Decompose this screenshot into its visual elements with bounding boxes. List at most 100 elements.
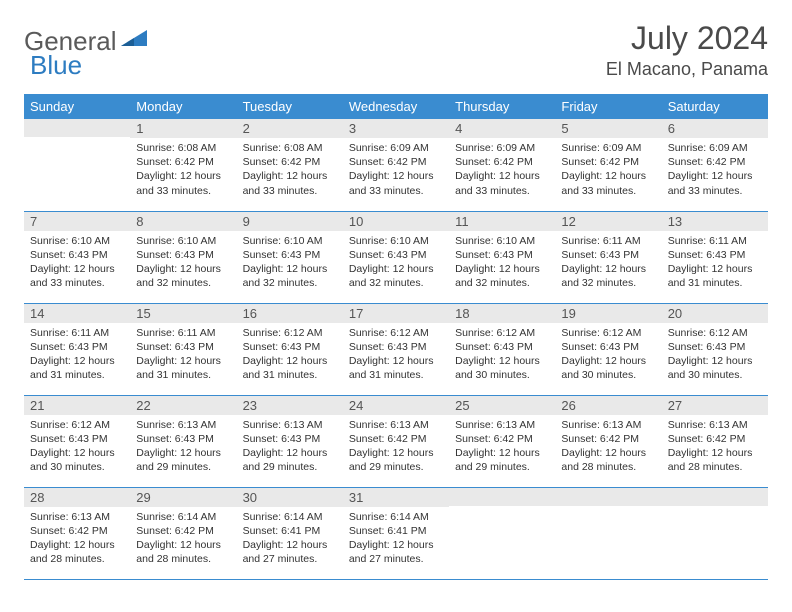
calendar-day-cell: 30Sunrise: 6:14 AMSunset: 6:41 PMDayligh… [237, 487, 343, 579]
day-number [555, 488, 661, 506]
calendar-day-cell: 31Sunrise: 6:14 AMSunset: 6:41 PMDayligh… [343, 487, 449, 579]
day-number: 2 [237, 119, 343, 138]
col-saturday: Saturday [662, 94, 768, 119]
page-header: General July 2024 El Macano, Panama [24, 20, 768, 80]
calendar-day-cell: 7Sunrise: 6:10 AMSunset: 6:43 PMDaylight… [24, 211, 130, 303]
calendar-week-row: 1Sunrise: 6:08 AMSunset: 6:42 PMDaylight… [24, 119, 768, 211]
col-monday: Monday [130, 94, 236, 119]
day-body: Sunrise: 6:12 AMSunset: 6:43 PMDaylight:… [662, 323, 768, 387]
calendar-day-cell [662, 487, 768, 579]
logo-word-2: Blue [30, 50, 82, 81]
calendar-body: 1Sunrise: 6:08 AMSunset: 6:42 PMDaylight… [24, 119, 768, 579]
day-number: 1 [130, 119, 236, 138]
day-body: Sunrise: 6:10 AMSunset: 6:43 PMDaylight:… [24, 231, 130, 295]
day-body: Sunrise: 6:13 AMSunset: 6:42 PMDaylight:… [555, 415, 661, 479]
day-body [24, 137, 130, 197]
day-number: 4 [449, 119, 555, 138]
calendar-day-cell: 26Sunrise: 6:13 AMSunset: 6:42 PMDayligh… [555, 395, 661, 487]
day-number: 22 [130, 396, 236, 415]
calendar-table: Sunday Monday Tuesday Wednesday Thursday… [24, 94, 768, 580]
page-title: July 2024 [606, 20, 768, 57]
day-body: Sunrise: 6:14 AMSunset: 6:41 PMDaylight:… [343, 507, 449, 571]
day-number [449, 488, 555, 506]
calendar-day-cell [449, 487, 555, 579]
calendar-day-cell: 12Sunrise: 6:11 AMSunset: 6:43 PMDayligh… [555, 211, 661, 303]
calendar-day-cell: 20Sunrise: 6:12 AMSunset: 6:43 PMDayligh… [662, 303, 768, 395]
day-body: Sunrise: 6:11 AMSunset: 6:43 PMDaylight:… [555, 231, 661, 295]
calendar-day-cell: 4Sunrise: 6:09 AMSunset: 6:42 PMDaylight… [449, 119, 555, 211]
day-body: Sunrise: 6:09 AMSunset: 6:42 PMDaylight:… [449, 138, 555, 202]
calendar-day-cell: 18Sunrise: 6:12 AMSunset: 6:43 PMDayligh… [449, 303, 555, 395]
calendar-day-cell: 19Sunrise: 6:12 AMSunset: 6:43 PMDayligh… [555, 303, 661, 395]
calendar-day-cell: 17Sunrise: 6:12 AMSunset: 6:43 PMDayligh… [343, 303, 449, 395]
calendar-day-cell: 29Sunrise: 6:14 AMSunset: 6:42 PMDayligh… [130, 487, 236, 579]
day-body: Sunrise: 6:13 AMSunset: 6:42 PMDaylight:… [24, 507, 130, 571]
calendar-day-cell: 9Sunrise: 6:10 AMSunset: 6:43 PMDaylight… [237, 211, 343, 303]
day-number: 10 [343, 212, 449, 231]
day-number [24, 119, 130, 137]
day-number: 19 [555, 304, 661, 323]
day-number: 7 [24, 212, 130, 231]
calendar-day-cell [555, 487, 661, 579]
day-number: 28 [24, 488, 130, 507]
day-body: Sunrise: 6:11 AMSunset: 6:43 PMDaylight:… [662, 231, 768, 295]
calendar-day-cell: 25Sunrise: 6:13 AMSunset: 6:42 PMDayligh… [449, 395, 555, 487]
day-number: 23 [237, 396, 343, 415]
day-number: 27 [662, 396, 768, 415]
calendar-day-cell: 21Sunrise: 6:12 AMSunset: 6:43 PMDayligh… [24, 395, 130, 487]
day-number: 5 [555, 119, 661, 138]
day-number: 8 [130, 212, 236, 231]
day-number: 18 [449, 304, 555, 323]
calendar-day-cell: 5Sunrise: 6:09 AMSunset: 6:42 PMDaylight… [555, 119, 661, 211]
calendar-week-row: 14Sunrise: 6:11 AMSunset: 6:43 PMDayligh… [24, 303, 768, 395]
calendar-day-cell [24, 119, 130, 211]
col-sunday: Sunday [24, 94, 130, 119]
day-number: 25 [449, 396, 555, 415]
day-number: 15 [130, 304, 236, 323]
day-body: Sunrise: 6:12 AMSunset: 6:43 PMDaylight:… [237, 323, 343, 387]
day-body: Sunrise: 6:14 AMSunset: 6:42 PMDaylight:… [130, 507, 236, 571]
col-friday: Friday [555, 94, 661, 119]
day-body [662, 506, 768, 566]
calendar-day-cell: 1Sunrise: 6:08 AMSunset: 6:42 PMDaylight… [130, 119, 236, 211]
day-number: 16 [237, 304, 343, 323]
day-body: Sunrise: 6:10 AMSunset: 6:43 PMDaylight:… [449, 231, 555, 295]
day-body: Sunrise: 6:12 AMSunset: 6:43 PMDaylight:… [449, 323, 555, 387]
calendar-day-cell: 6Sunrise: 6:09 AMSunset: 6:42 PMDaylight… [662, 119, 768, 211]
calendar-day-cell: 23Sunrise: 6:13 AMSunset: 6:43 PMDayligh… [237, 395, 343, 487]
calendar-header-row: Sunday Monday Tuesday Wednesday Thursday… [24, 94, 768, 119]
day-body: Sunrise: 6:12 AMSunset: 6:43 PMDaylight:… [555, 323, 661, 387]
day-number: 11 [449, 212, 555, 231]
title-block: July 2024 El Macano, Panama [606, 20, 768, 80]
col-wednesday: Wednesday [343, 94, 449, 119]
day-number: 21 [24, 396, 130, 415]
calendar-day-cell: 13Sunrise: 6:11 AMSunset: 6:43 PMDayligh… [662, 211, 768, 303]
day-number: 26 [555, 396, 661, 415]
calendar-day-cell: 10Sunrise: 6:10 AMSunset: 6:43 PMDayligh… [343, 211, 449, 303]
day-body: Sunrise: 6:13 AMSunset: 6:42 PMDaylight:… [343, 415, 449, 479]
day-body: Sunrise: 6:11 AMSunset: 6:43 PMDaylight:… [24, 323, 130, 387]
day-body: Sunrise: 6:14 AMSunset: 6:41 PMDaylight:… [237, 507, 343, 571]
day-body: Sunrise: 6:10 AMSunset: 6:43 PMDaylight:… [237, 231, 343, 295]
day-number: 29 [130, 488, 236, 507]
calendar-day-cell: 27Sunrise: 6:13 AMSunset: 6:42 PMDayligh… [662, 395, 768, 487]
day-body: Sunrise: 6:13 AMSunset: 6:42 PMDaylight:… [662, 415, 768, 479]
calendar-day-cell: 16Sunrise: 6:12 AMSunset: 6:43 PMDayligh… [237, 303, 343, 395]
day-number: 14 [24, 304, 130, 323]
day-number: 20 [662, 304, 768, 323]
col-thursday: Thursday [449, 94, 555, 119]
day-number [662, 488, 768, 506]
day-body [449, 506, 555, 566]
day-number: 13 [662, 212, 768, 231]
day-body: Sunrise: 6:08 AMSunset: 6:42 PMDaylight:… [130, 138, 236, 202]
calendar-week-row: 21Sunrise: 6:12 AMSunset: 6:43 PMDayligh… [24, 395, 768, 487]
day-number: 6 [662, 119, 768, 138]
calendar-week-row: 7Sunrise: 6:10 AMSunset: 6:43 PMDaylight… [24, 211, 768, 303]
day-body: Sunrise: 6:10 AMSunset: 6:43 PMDaylight:… [343, 231, 449, 295]
logo-triangle-icon [121, 26, 147, 57]
calendar-day-cell: 24Sunrise: 6:13 AMSunset: 6:42 PMDayligh… [343, 395, 449, 487]
day-number: 9 [237, 212, 343, 231]
day-number: 12 [555, 212, 661, 231]
day-body: Sunrise: 6:13 AMSunset: 6:42 PMDaylight:… [449, 415, 555, 479]
day-number: 24 [343, 396, 449, 415]
